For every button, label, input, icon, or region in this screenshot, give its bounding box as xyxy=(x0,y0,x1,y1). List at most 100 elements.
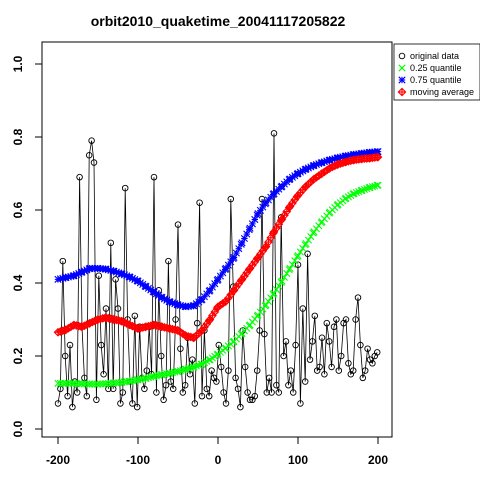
data-point-original-data xyxy=(102,305,110,312)
data-point-0-75-quantile xyxy=(374,148,382,156)
data-point-original-data xyxy=(165,257,172,265)
data-point-original-data xyxy=(369,360,376,367)
data-point-0-25-quantile xyxy=(270,289,278,297)
data-point-original-data xyxy=(198,392,206,400)
data-point-original-data xyxy=(172,316,179,323)
legend-label-moving-average: moving average xyxy=(410,87,474,97)
data-point-original-data xyxy=(256,327,263,334)
data-point-original-data xyxy=(95,272,103,279)
data-point-original-data xyxy=(342,316,350,323)
data-point-original-data xyxy=(90,159,98,166)
data-point-0-25-quantile xyxy=(91,380,99,388)
data-point-original-data xyxy=(323,319,331,327)
series-0-25-quantile xyxy=(54,181,382,388)
data-point-0-25-quantile xyxy=(93,380,101,388)
data-point-original-data xyxy=(304,250,311,258)
y-tick-label: 0.2 xyxy=(11,347,25,364)
y-tick-label: 0.4 xyxy=(11,274,25,291)
data-point-original-data xyxy=(215,341,223,349)
data-point-original-data xyxy=(352,316,359,323)
data-point-original-data xyxy=(311,312,319,320)
x-tick-label: 200 xyxy=(368,453,388,467)
data-point-original-data xyxy=(301,378,309,385)
data-point-0-25-quantile xyxy=(360,185,368,194)
data-point-0-25-quantile xyxy=(262,301,270,309)
data-point-0-25-quantile xyxy=(192,362,200,370)
data-point-0-25-quantile xyxy=(275,282,283,290)
data-point-original-data xyxy=(162,381,170,389)
data-point-0-75-quantile xyxy=(222,264,230,272)
data-point-original-data xyxy=(174,221,182,228)
data-point-0-25-quantile xyxy=(278,277,286,285)
legend-box xyxy=(393,43,480,101)
data-point-original-data xyxy=(181,381,189,389)
data-point-original-data xyxy=(160,396,167,404)
data-point-original-data xyxy=(335,367,343,374)
series-0-75-quantile xyxy=(54,148,382,311)
data-point-original-data xyxy=(107,239,115,247)
data-point-original-data xyxy=(117,400,124,407)
data-point-original-data xyxy=(349,367,357,374)
data-point-original-data xyxy=(282,338,290,345)
data-point-0-25-quantile xyxy=(69,379,77,387)
data-point-original-data xyxy=(114,305,122,312)
data-point-original-data xyxy=(76,173,83,181)
legend-key-0-75-quantile xyxy=(398,76,406,84)
data-point-original-data xyxy=(251,392,259,400)
legend: original data 0.25 quantile 0.75 quantil… xyxy=(393,43,480,101)
data-point-original-data xyxy=(213,378,220,385)
data-point-original-data xyxy=(83,392,91,400)
data-point-original-data xyxy=(88,137,95,144)
data-point-0-25-quantile xyxy=(182,365,190,373)
series-moving-average xyxy=(53,152,383,343)
data-point-original-data xyxy=(177,345,184,352)
data-point-original-data xyxy=(354,294,362,301)
data-point-original-data xyxy=(69,403,76,411)
data-point-original-data xyxy=(66,341,74,349)
data-point-original-data xyxy=(234,385,242,393)
data-point-0-25-quantile xyxy=(67,379,75,387)
data-point-original-data xyxy=(141,385,148,393)
data-point-original-data xyxy=(357,341,364,349)
data-point-original-data xyxy=(270,130,278,137)
data-point-original-data xyxy=(191,400,199,407)
data-point-original-data xyxy=(359,374,367,382)
data-point-original-data xyxy=(337,352,345,360)
data-point-original-data xyxy=(287,367,295,374)
data-point-0-25-quantile xyxy=(280,273,288,281)
data-point-original-data xyxy=(280,352,287,360)
data-point-0-25-quantile xyxy=(366,183,374,191)
data-point-0-25-quantile xyxy=(264,297,272,305)
data-point-original-data xyxy=(131,312,139,320)
data-point-0-25-quantile xyxy=(350,189,358,198)
data-point-0-25-quantile xyxy=(304,236,312,244)
data-point-original-data xyxy=(275,389,283,396)
data-point-original-data xyxy=(265,374,273,382)
data-point-original-data xyxy=(225,367,232,374)
x-tick-label: -100 xyxy=(126,453,150,467)
data-point-original-data xyxy=(220,389,227,396)
data-point-0-25-quantile xyxy=(272,286,280,294)
y-tick-label: 0.8 xyxy=(11,128,25,145)
data-point-original-data xyxy=(316,363,323,371)
data-point-0-25-quantile xyxy=(288,260,296,269)
series-layer xyxy=(53,130,383,411)
data-point-original-data xyxy=(321,371,328,378)
data-point-original-data xyxy=(73,389,81,396)
y-tick-label: 1.0 xyxy=(11,55,25,72)
data-point-0-25-quantile xyxy=(61,379,69,387)
data-point-original-data xyxy=(93,396,100,404)
data-point-original-data xyxy=(169,385,177,393)
data-point-original-data xyxy=(112,276,119,283)
data-point-original-data xyxy=(97,341,105,349)
data-point-0-25-quantile xyxy=(374,181,382,189)
legend-label-original-data: original data xyxy=(410,51,459,61)
data-point-original-data xyxy=(129,400,136,407)
data-point-original-data xyxy=(261,330,268,338)
data-point-original-data xyxy=(318,334,326,342)
data-point-moving-average xyxy=(373,152,383,162)
data-point-0-25-quantile xyxy=(59,379,67,387)
data-point-0-25-quantile xyxy=(299,244,307,252)
data-point-0-25-quantile xyxy=(291,257,299,265)
data-point-0-25-quantile xyxy=(75,380,83,388)
